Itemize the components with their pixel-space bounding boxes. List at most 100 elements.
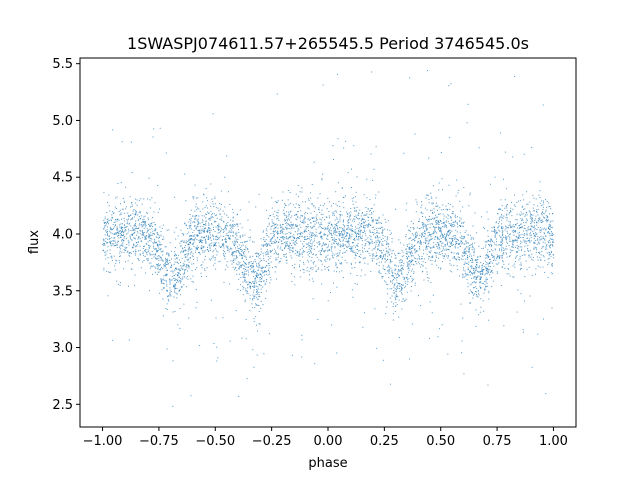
data-point: [522, 219, 524, 221]
data-point: [158, 265, 160, 267]
data-point: [537, 259, 539, 261]
data-point: [105, 222, 107, 224]
data-point: [189, 219, 191, 220]
data-point: [166, 281, 168, 283]
data-point: [520, 240, 522, 242]
data-point: [326, 238, 328, 240]
data-point: [328, 244, 330, 246]
data-point: [176, 257, 178, 259]
data-point: [403, 263, 405, 265]
data-point: [184, 269, 186, 271]
data-point: [496, 244, 498, 246]
data-point: [188, 266, 190, 268]
data-point: [460, 225, 462, 227]
data-point: [257, 298, 259, 300]
data-point: [329, 201, 331, 203]
data-point: [395, 293, 397, 295]
data-point: [303, 231, 305, 233]
data-point: [160, 269, 162, 271]
data-point: [341, 262, 343, 264]
data-point: [311, 242, 313, 244]
data-point: [159, 248, 161, 250]
data-point: [142, 233, 144, 235]
data-point: [211, 216, 213, 218]
data-point: [455, 217, 457, 219]
data-point: [186, 259, 188, 261]
data-point: [186, 256, 188, 258]
data-point: [147, 236, 149, 238]
data-point: [254, 259, 256, 261]
data-point: [242, 234, 244, 236]
data-point: [521, 248, 523, 250]
data-point: [360, 238, 362, 240]
data-point: [308, 256, 310, 258]
data-point: [490, 270, 492, 272]
data-point: [454, 246, 456, 248]
data-point: [213, 264, 215, 266]
data-point: [545, 228, 547, 230]
data-point: [287, 238, 289, 240]
data-point: [475, 281, 477, 283]
data-point: [107, 218, 109, 220]
data-point: [496, 221, 498, 223]
data-point: [195, 247, 197, 249]
data-point: [509, 221, 511, 223]
data-point: [197, 207, 199, 209]
data-point: [489, 258, 491, 260]
data-point: [157, 249, 159, 251]
data-point: [372, 242, 374, 244]
data-point: [513, 240, 515, 242]
data-point: [488, 269, 490, 271]
data-point: [229, 231, 231, 233]
data-point: [494, 244, 496, 246]
data-point: [542, 204, 544, 206]
data-point: [175, 238, 177, 240]
data-point: [303, 245, 305, 247]
data-point: [539, 217, 541, 219]
data-point: [496, 227, 498, 229]
data-point: [415, 211, 417, 213]
data-point: [181, 267, 183, 269]
data-point: [509, 275, 511, 277]
data-point: [175, 267, 177, 269]
data-point: [287, 223, 289, 225]
data-point: [284, 236, 286, 238]
data-point: [151, 228, 153, 230]
data-point: [339, 263, 341, 265]
data-point: [166, 229, 168, 231]
data-point: [187, 248, 189, 250]
data-point: [366, 241, 368, 243]
data-point: [508, 225, 510, 227]
data-point: [448, 223, 450, 225]
data-point: [477, 275, 479, 277]
data-point: [257, 293, 259, 295]
data-point: [459, 225, 461, 227]
data-point: [208, 218, 210, 220]
data-point: [252, 281, 254, 283]
data-point: [363, 248, 365, 250]
data-point: [413, 272, 415, 274]
data-point: [530, 223, 532, 225]
data-point: [310, 267, 312, 269]
data-point: [417, 242, 419, 244]
data-point: [547, 231, 549, 233]
data-point: [428, 251, 430, 253]
data-point: [486, 267, 488, 269]
data-point: [115, 197, 117, 199]
data-point: [197, 246, 199, 248]
data-point: [268, 222, 270, 224]
data-point: [472, 261, 474, 263]
data-point: [428, 199, 430, 201]
data-point: [168, 300, 170, 302]
data-point: [147, 219, 149, 221]
data-point: [498, 218, 500, 220]
data-point: [195, 228, 197, 230]
data-point: [442, 246, 444, 248]
data-point: [442, 255, 444, 257]
data-point: [542, 238, 544, 240]
data-point: [257, 269, 259, 271]
data-point: [319, 211, 321, 213]
data-point: [551, 243, 553, 245]
data-point: [217, 227, 219, 229]
data-point: [147, 259, 149, 261]
